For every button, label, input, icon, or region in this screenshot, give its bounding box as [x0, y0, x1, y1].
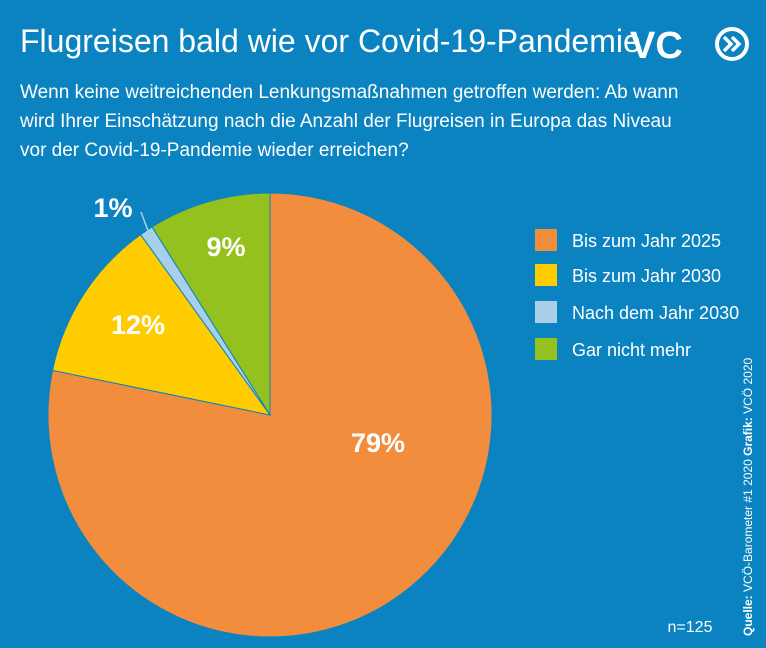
logo-circle [715, 27, 749, 61]
data-label: 1% [93, 193, 132, 223]
leader-line [140, 211, 151, 237]
logo: VC [630, 25, 749, 67]
credit-text: VCÖ 2020 [741, 358, 755, 414]
legend-label: Gar nicht mehr [572, 340, 691, 360]
credit-label: Grafik: [741, 417, 755, 456]
legend-swatch [535, 338, 557, 360]
legend-label: Bis zum Jahr 2025 [572, 231, 721, 251]
pie-slice [151, 192, 271, 417]
chart-title: Flugreisen bald wie vor Covid-19-Pandemi… [20, 23, 641, 59]
subtitle: Wenn keine weitreichenden Lenkungsmaßnah… [20, 82, 678, 103]
subtitle: wird Ihrer Einschätzung nach die Anzahl … [19, 111, 672, 132]
source: Quelle: VCÖ-Barometer #1 2020 Grafik: VC… [741, 358, 755, 637]
legend-label: Bis zum Jahr 2030 [572, 266, 721, 286]
legend-label: Nach dem Jahr 2030 [572, 303, 739, 323]
pie-slice [51, 233, 272, 416]
data-label: 9% [206, 232, 245, 262]
note: n=125 [668, 619, 713, 636]
logo-arrows [722, 35, 742, 53]
legend-swatch [535, 229, 557, 251]
source-text: VCÖ-Barometer #1 2020 [741, 459, 755, 592]
legend-swatch [535, 264, 557, 286]
subtitle: vor der Covid-19-Pandemie wieder erreich… [20, 140, 409, 161]
data-label: 79% [351, 428, 405, 458]
legend-swatch [535, 301, 557, 323]
source-label: Quelle: [741, 595, 755, 636]
logo-text: VC [630, 25, 683, 67]
data-label: 12% [111, 310, 165, 340]
